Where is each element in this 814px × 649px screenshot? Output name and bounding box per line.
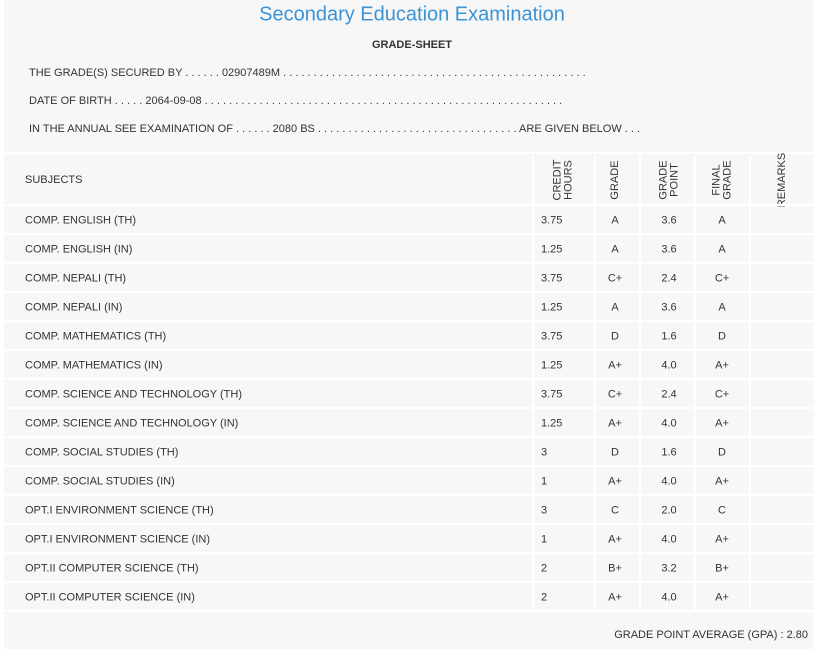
cell: 2.0 [661,504,676,516]
cell: C+ [715,388,729,400]
column-header: SUBJECTS [25,174,82,186]
cell: C [611,504,619,516]
info-line: IN THE ANNUAL SEE EXAMINATION OF . . . .… [29,123,640,135]
cell: 1.25 [541,301,562,313]
column-header: HOURS [562,160,574,200]
cell: 1.25 [541,243,562,255]
cell: COMP. MATHEMATICS (TH) [25,330,166,342]
cell: A+ [608,533,622,545]
cell: 1.25 [541,359,562,371]
cell: A+ [608,475,622,487]
cell: A+ [715,417,729,429]
cell: 3.6 [661,214,676,226]
cell: B+ [715,562,729,574]
info-line: THE GRADE(S) SECURED BY . . . . . . 0290… [29,67,586,79]
cell: 1 [541,475,547,487]
cell: D [718,330,726,342]
cell: COMP. SOCIAL STUDIES (TH) [25,446,178,458]
cell: 1.6 [661,330,676,342]
column-header: POINT [668,163,680,197]
cell: COMP. SOCIAL STUDIES (IN) [25,475,175,487]
column-header: REMARKS [776,153,788,207]
cell: COMP. ENGLISH (TH) [25,214,136,226]
cell: 4.0 [661,533,676,545]
sheet-background [4,0,814,649]
cell: 1 [541,533,547,545]
cell: 3.6 [661,301,676,313]
cell: 4.0 [661,417,676,429]
cell: 1.6 [661,446,676,458]
cell: A+ [608,591,622,603]
cell: 1.25 [541,417,562,429]
cell: COMP. MATHEMATICS (IN) [25,359,163,371]
column-header: GRADE [657,160,669,199]
cell: A [718,214,726,226]
cell: C+ [608,272,622,284]
column-header: FINAL [710,164,722,195]
cell: A+ [715,533,729,545]
cell: COMP. SCIENCE AND TECHNOLOGY (IN) [25,417,238,429]
cell: 3.2 [661,562,676,574]
cell: A [611,214,619,226]
cell: A+ [608,417,622,429]
cell: B+ [608,562,622,574]
cell: 3.6 [661,243,676,255]
cell: A+ [608,359,622,371]
column-header: GRADE [721,160,733,199]
cell: 3.75 [541,214,562,226]
cell: 3.75 [541,388,562,400]
cell: OPT.II COMPUTER SCIENCE (TH) [25,562,199,574]
cell: C+ [715,272,729,284]
cell: 3.75 [541,330,562,342]
cell: OPT.I ENVIRONMENT SCIENCE (TH) [25,504,214,516]
cell: D [611,446,619,458]
cell: 2 [541,591,547,603]
cell: 2.4 [661,388,676,400]
cell: OPT.I ENVIRONMENT SCIENCE (IN) [25,533,210,545]
cell: 4.0 [661,359,676,371]
gpa: GRADE POINT AVERAGE (GPA) : 2.80 [614,629,808,641]
title: Secondary Education Examination [259,3,565,25]
cell: 3 [541,504,547,516]
cell: A [718,301,726,313]
cell: COMP. ENGLISH (IN) [25,243,132,255]
cell: 2.4 [661,272,676,284]
cell: C+ [608,388,622,400]
cell: A [611,301,619,313]
column-header: GRADE [609,160,621,199]
cell: COMP. SCIENCE AND TECHNOLOGY (TH) [25,388,242,400]
cell: A [611,243,619,255]
cell: D [718,446,726,458]
cell: 3 [541,446,547,458]
cell: A [718,243,726,255]
cell: A+ [715,475,729,487]
subtitle: GRADE-SHEET [372,39,452,51]
cell: A+ [715,359,729,371]
cell: A+ [715,591,729,603]
cell: 3.75 [541,272,562,284]
cell: D [611,330,619,342]
cell: 4.0 [661,591,676,603]
cell: OPT.II COMPUTER SCIENCE (IN) [25,591,195,603]
column-header: CREDIT [551,159,563,200]
cell: COMP. NEPALI (TH) [25,272,126,284]
info-line: DATE OF BIRTH . . . . . 2064-09-08 . . .… [29,95,562,107]
cell: COMP. NEPALI (IN) [25,301,122,313]
cell: 4.0 [661,475,676,487]
cell: C [718,504,726,516]
cell: 2 [541,562,547,574]
